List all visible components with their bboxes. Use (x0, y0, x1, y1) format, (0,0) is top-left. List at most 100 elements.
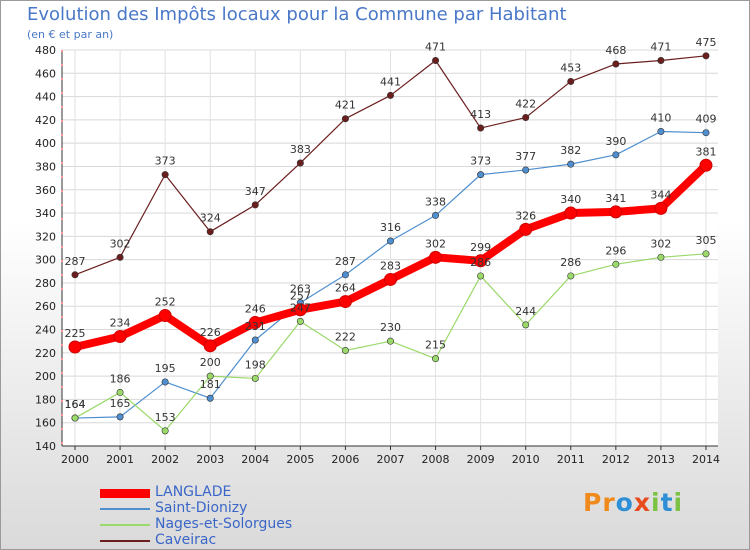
y-tick-label: 320 (35, 230, 56, 243)
proxiti-logo: Proxiti (583, 488, 683, 517)
logo-letter: i (651, 488, 661, 517)
data-label-langlade: 225 (65, 327, 86, 340)
x-tick-label: 2009 (467, 453, 495, 466)
x-tick-label: 2010 (512, 453, 540, 466)
legend-swatch (100, 540, 150, 542)
data-point-langlade (338, 295, 352, 309)
data-label-nages-et-solorgues: 153 (155, 411, 176, 424)
data-label-langlade: 299 (470, 241, 491, 254)
data-label-nages-et-solorgues: 198 (245, 358, 266, 371)
y-tick-label: 280 (35, 277, 56, 290)
x-tick-label: 2012 (602, 453, 630, 466)
data-label-caveirac: 287 (65, 255, 86, 268)
data-label-caveirac: 324 (200, 212, 221, 225)
data-label-caveirac: 422 (515, 98, 536, 111)
legend-label: Caveirac (155, 532, 217, 548)
data-label-langlade: 234 (110, 317, 131, 330)
data-point-langlade (68, 340, 82, 354)
data-label-nages-et-solorgues: 230 (380, 321, 401, 334)
data-point-langlade (609, 205, 623, 219)
data-label-nages-et-solorgues: 286 (470, 256, 491, 269)
data-point-nages-et-solorgues (702, 250, 710, 258)
data-point-langlade (293, 303, 307, 317)
y-tick-label: 340 (35, 207, 56, 220)
logo-letter: x (633, 488, 651, 517)
data-label-nages-et-solorgues: 164 (65, 398, 86, 411)
y-tick-label: 420 (35, 114, 56, 127)
data-label-saint-dionizy: 316 (380, 221, 401, 234)
data-label-saint-dionizy: 263 (290, 283, 311, 296)
data-point-saint-dionizy (432, 211, 440, 219)
data-point-caveirac (161, 171, 169, 179)
legend-swatch (100, 488, 150, 498)
y-tick-label: 360 (35, 184, 56, 197)
data-label-langlade: 252 (155, 296, 176, 309)
x-tick-label: 2013 (647, 453, 675, 466)
data-label-caveirac: 347 (245, 185, 266, 198)
y-tick-label: 260 (35, 300, 56, 313)
y-tick-label: 300 (35, 254, 56, 267)
data-point-langlade (429, 250, 443, 264)
data-label-saint-dionizy: 181 (200, 378, 221, 391)
data-point-langlade (248, 316, 262, 330)
y-tick-label: 240 (35, 324, 56, 337)
data-point-caveirac (657, 56, 665, 64)
x-tick-label: 2002 (151, 453, 179, 466)
data-point-nages-et-solorgues (161, 427, 169, 435)
data-point-caveirac (522, 114, 530, 122)
data-point-saint-dionizy (386, 237, 394, 245)
data-label-nages-et-solorgues: 296 (605, 244, 626, 257)
data-label-langlade: 302 (425, 237, 446, 250)
data-label-langlade: 326 (515, 209, 536, 222)
data-point-nages-et-solorgues (567, 272, 575, 280)
y-tick-label: 200 (35, 370, 56, 383)
data-label-saint-dionizy: 195 (155, 362, 176, 375)
data-point-saint-dionizy (522, 166, 530, 174)
data-point-nages-et-solorgues (206, 372, 214, 380)
data-label-saint-dionizy: 410 (650, 112, 671, 125)
data-label-nages-et-solorgues: 244 (515, 305, 536, 318)
x-tick-label: 2005 (286, 453, 314, 466)
data-point-langlade (158, 309, 172, 323)
data-label-saint-dionizy: 382 (560, 144, 581, 157)
data-label-langlade: 344 (650, 188, 671, 201)
data-label-saint-dionizy: 231 (245, 320, 266, 333)
data-label-caveirac: 421 (335, 99, 356, 112)
legend-swatch (100, 508, 150, 510)
data-label-saint-dionizy: 390 (605, 135, 626, 148)
data-point-saint-dionizy (477, 171, 485, 179)
data-point-nages-et-solorgues (477, 272, 485, 280)
data-label-langlade: 264 (335, 282, 356, 295)
data-point-langlade (113, 330, 127, 344)
data-point-langlade (203, 339, 217, 353)
data-point-langlade (699, 158, 713, 172)
y-tick-label: 460 (35, 67, 56, 80)
data-label-saint-dionizy: 409 (695, 113, 716, 126)
logo-letter: t (660, 488, 674, 517)
data-point-caveirac (116, 253, 124, 261)
data-label-saint-dionizy: 373 (470, 155, 491, 168)
x-tick-label: 2007 (376, 453, 404, 466)
data-label-caveirac: 471 (425, 40, 446, 53)
data-point-saint-dionizy (116, 413, 124, 421)
data-label-nages-et-solorgues: 222 (335, 330, 356, 343)
data-label-caveirac: 383 (290, 143, 311, 156)
data-label-nages-et-solorgues: 247 (290, 301, 311, 314)
data-point-langlade (383, 272, 397, 286)
data-point-caveirac (477, 124, 485, 132)
x-tick-label: 2003 (196, 453, 224, 466)
data-point-saint-dionizy (341, 271, 349, 279)
data-point-caveirac (386, 91, 394, 99)
logo-letter: r (602, 488, 616, 517)
data-point-nages-et-solorgues (386, 337, 394, 345)
data-label-nages-et-solorgues: 186 (110, 372, 131, 385)
legend-label: Nages-et-Solorgues (155, 516, 293, 532)
data-label-caveirac: 413 (470, 108, 491, 121)
data-label-caveirac: 302 (110, 237, 131, 250)
data-point-nages-et-solorgues (341, 346, 349, 354)
chart-title: Evolution des Impôts locaux pour la Comm… (27, 4, 567, 25)
data-point-nages-et-solorgues (522, 321, 530, 329)
y-tick-label: 440 (35, 91, 56, 104)
data-label-caveirac: 475 (695, 36, 716, 49)
